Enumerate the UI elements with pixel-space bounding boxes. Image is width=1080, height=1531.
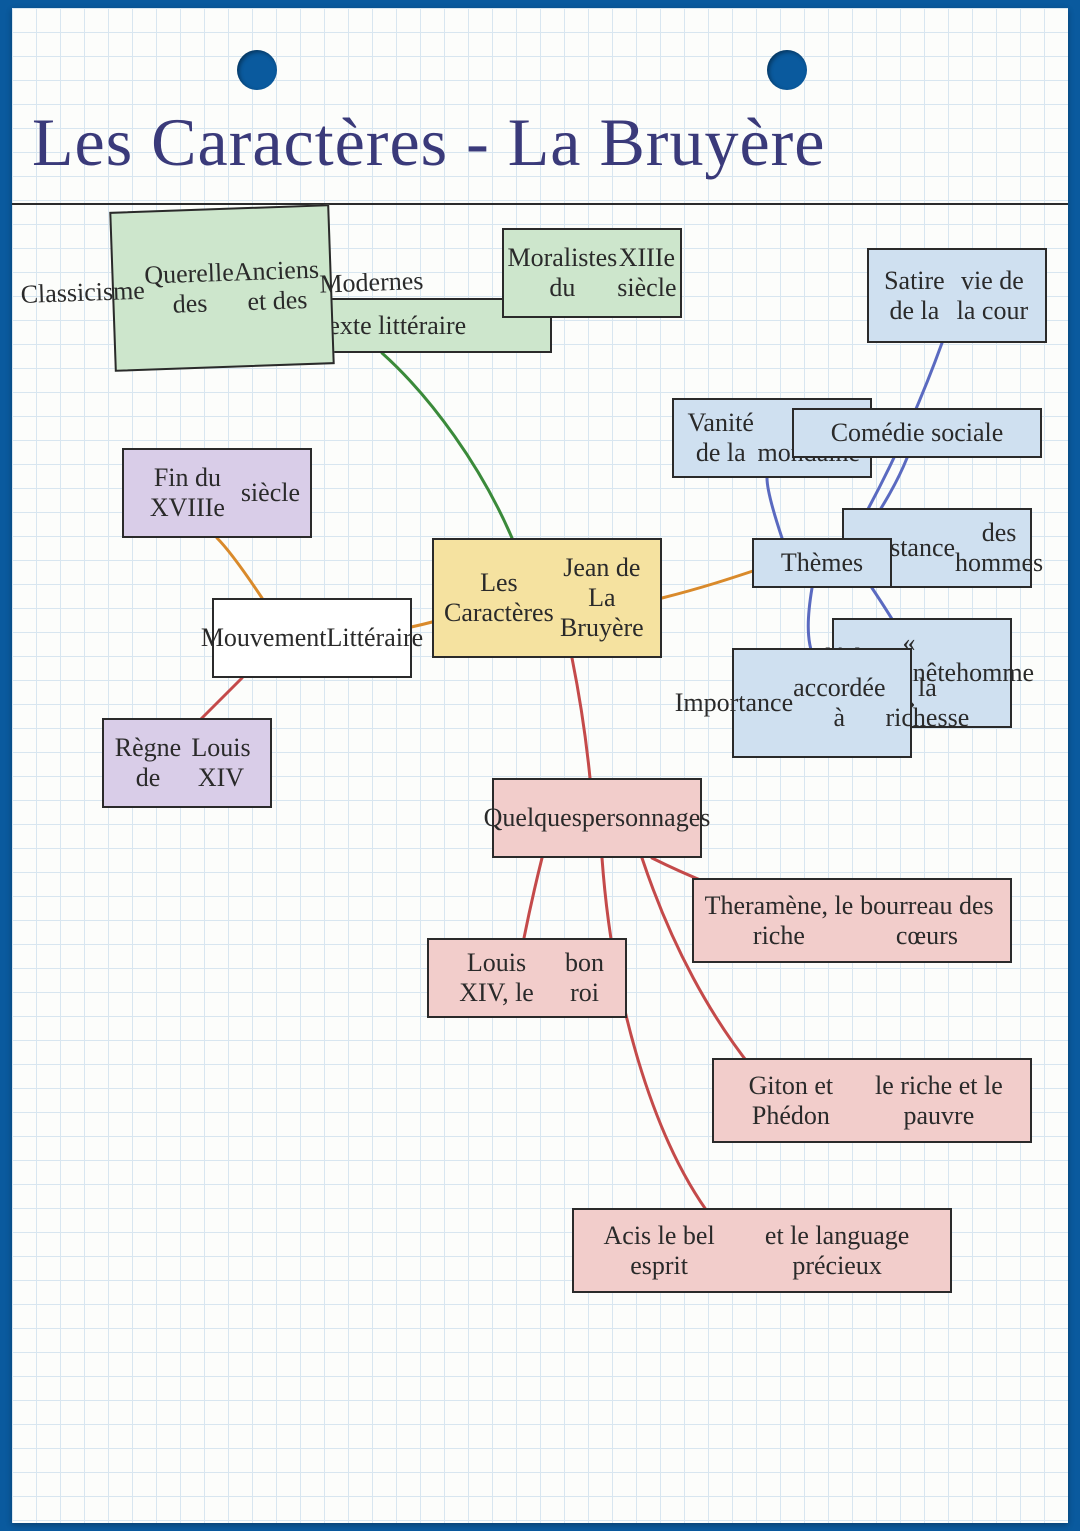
node-mouvement: MouvementLittéraire <box>212 598 412 678</box>
node-satire: Satire de lavie de la cour <box>867 248 1047 343</box>
node-theramene: Theramène, le richebourreau des cœurs <box>692 878 1012 963</box>
edge-mouvement-findusiecle <box>217 538 262 598</box>
node-regne: Règne deLouis XIV <box>102 718 272 808</box>
edge-themes-vanite <box>767 478 782 538</box>
node-importance: Importanceaccordée àla richesse <box>732 648 912 758</box>
paper-sheet: Les Caractères - La Bruyère Les Caractèr… <box>12 8 1068 1523</box>
node-classicisme: ClassicismeQuerelle desAnciens et desMod… <box>109 204 334 372</box>
node-acis: Acis le bel espritet le language précieu… <box>572 1208 952 1293</box>
node-personnages: Quelquespersonnages <box>492 778 702 858</box>
edge-personnages-louisxiv <box>524 858 542 938</box>
node-giton: Giton et Phédonle riche et le pauvre <box>712 1058 1032 1143</box>
punch-hole-left <box>237 50 277 90</box>
title-underline <box>12 203 1068 205</box>
node-findusiecle: Fin du XVIIIesiècle <box>122 448 312 538</box>
node-themes: Thèmes <box>752 538 892 588</box>
node-comedie: Comédie sociale <box>792 408 1042 458</box>
node-louisxiv: Louis XIV, lebon roi <box>427 938 627 1018</box>
mindmap-canvas: Les CaractèresJean de La BruyèreContexte… <box>12 218 1068 1518</box>
edge-center-contexte <box>382 353 512 538</box>
punch-hole-right <box>767 50 807 90</box>
edge-center-personnages <box>572 658 590 778</box>
edge-center-themes <box>662 568 762 598</box>
node-moralistes: Moralistes duXIIIe siècle <box>502 228 682 318</box>
node-center: Les CaractèresJean de La Bruyère <box>432 538 662 658</box>
page-title: Les Caractères - La Bruyère <box>32 103 1052 182</box>
